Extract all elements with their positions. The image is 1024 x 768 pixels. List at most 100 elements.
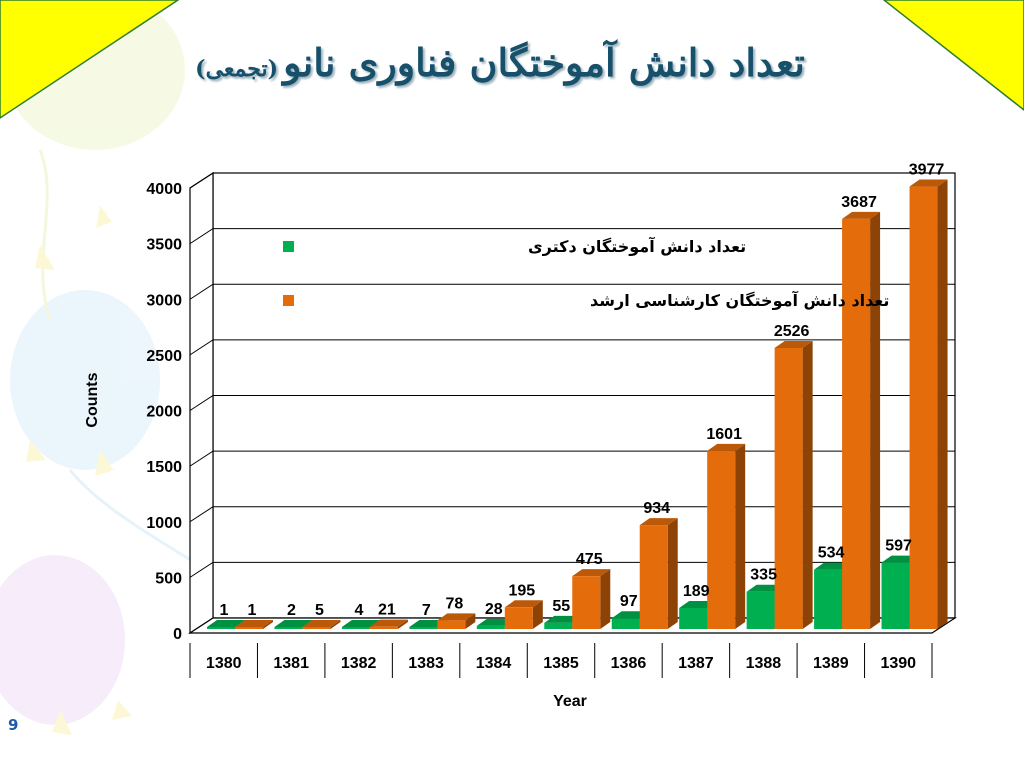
data-label: 597 <box>885 538 912 555</box>
data-label: 189 <box>683 583 710 600</box>
x-tick-label: 1385 <box>543 655 579 672</box>
slide-title-main: تعداد دانش آموختگان فناوری نانو <box>283 40 805 85</box>
bar-top <box>437 613 476 621</box>
data-label: 28 <box>485 601 503 618</box>
data-label: 475 <box>576 551 603 568</box>
bar-top <box>774 340 813 348</box>
y-tick-label: 0 <box>173 626 182 643</box>
bar <box>679 607 708 629</box>
bar <box>774 347 803 629</box>
bar-chart: 0 500 1000 1500 2000 2500 3000 3500 4000 Counts Ye… <box>84 162 958 710</box>
bar-side <box>937 179 948 629</box>
data-label: 1 <box>220 602 229 619</box>
legend-label: تعداد دانش آموختگان دکتری <box>528 236 746 256</box>
bar <box>572 576 601 629</box>
data-label: 934 <box>643 500 670 517</box>
data-label: 55 <box>552 598 570 615</box>
y-tick-label: 4000 <box>146 181 182 198</box>
slide-title: تعداد دانش آموختگان فناوری نانو (تجمعی) <box>120 40 880 110</box>
bar-side <box>263 620 273 629</box>
corner-triangle-right <box>882 0 1024 111</box>
x-tick-label: 1390 <box>880 655 916 672</box>
bar-top <box>639 518 678 526</box>
x-tick-label: 1380 <box>206 655 242 672</box>
data-label: 335 <box>750 567 777 584</box>
x-tick-label: 1389 <box>813 655 849 672</box>
bar <box>881 562 910 629</box>
bar <box>235 627 263 629</box>
x-tick-label: 1384 <box>476 655 512 672</box>
data-label: 534 <box>818 545 845 562</box>
bar <box>611 618 640 629</box>
bar-top <box>341 620 380 627</box>
bar-side <box>532 600 543 629</box>
x-tick-label: 1388 <box>746 655 782 672</box>
bar <box>746 591 775 629</box>
data-label: 2 <box>287 602 296 619</box>
x-tick-label: 1386 <box>611 655 647 672</box>
bar-top <box>842 211 881 219</box>
bar <box>409 627 438 629</box>
gridline <box>189 395 955 411</box>
bar <box>207 627 235 629</box>
y-tick-label: 500 <box>155 570 182 587</box>
bar-top <box>909 179 948 187</box>
data-label: 3977 <box>909 162 945 179</box>
data-label: 195 <box>508 582 535 599</box>
data-label: 1 <box>248 602 257 619</box>
data-label: 4 <box>354 602 363 619</box>
gridline <box>189 172 955 189</box>
corner-triangle-left <box>0 0 180 119</box>
bar-side <box>330 620 341 629</box>
y-axis-title: Counts <box>84 372 101 427</box>
bar-side <box>397 619 408 629</box>
bar <box>504 607 533 629</box>
data-label: 7 <box>422 602 431 619</box>
gridline <box>189 283 955 300</box>
bar-top <box>274 620 313 627</box>
x-tick-label: 1382 <box>341 655 377 672</box>
gridline <box>189 228 955 245</box>
bar-top <box>707 443 746 451</box>
bar <box>639 525 668 629</box>
bar-top <box>235 620 273 627</box>
bar <box>274 627 303 629</box>
bar-top <box>572 569 611 577</box>
data-label: 97 <box>620 593 638 610</box>
bar-top <box>369 619 408 627</box>
bar <box>544 622 573 629</box>
slide-title-sub: (تجمعی) <box>195 56 278 82</box>
bar <box>909 186 938 629</box>
y-tick-label: 2500 <box>146 348 182 365</box>
x-tick-label: 1381 <box>273 655 309 672</box>
bar-side <box>802 340 813 629</box>
bar <box>341 627 370 629</box>
y-tick-label: 2000 <box>146 404 182 421</box>
x-tick-label: 1387 <box>678 655 714 672</box>
bar <box>707 450 736 629</box>
data-label: 2526 <box>774 323 810 340</box>
bar-top <box>504 600 543 608</box>
y-tick-label: 3000 <box>146 292 182 309</box>
legend-swatch <box>283 295 294 306</box>
bar-side <box>465 613 476 629</box>
legend-swatch <box>283 241 294 252</box>
bar-side <box>667 518 678 629</box>
page-number: 9 <box>8 716 19 734</box>
bar <box>842 218 871 630</box>
bar-side <box>600 569 611 629</box>
bar-side <box>735 443 746 629</box>
bar-side <box>870 211 881 630</box>
y-tick-label: 3500 <box>146 237 182 254</box>
data-label: 3687 <box>841 194 877 211</box>
bar <box>369 626 398 629</box>
bar-top <box>207 620 245 627</box>
bar <box>437 620 466 629</box>
bar <box>476 625 505 629</box>
data-label: 5 <box>315 602 324 619</box>
x-tick-label: 1383 <box>408 655 444 672</box>
bar <box>814 569 843 629</box>
gridline <box>189 339 955 356</box>
data-label: 1601 <box>706 426 742 443</box>
